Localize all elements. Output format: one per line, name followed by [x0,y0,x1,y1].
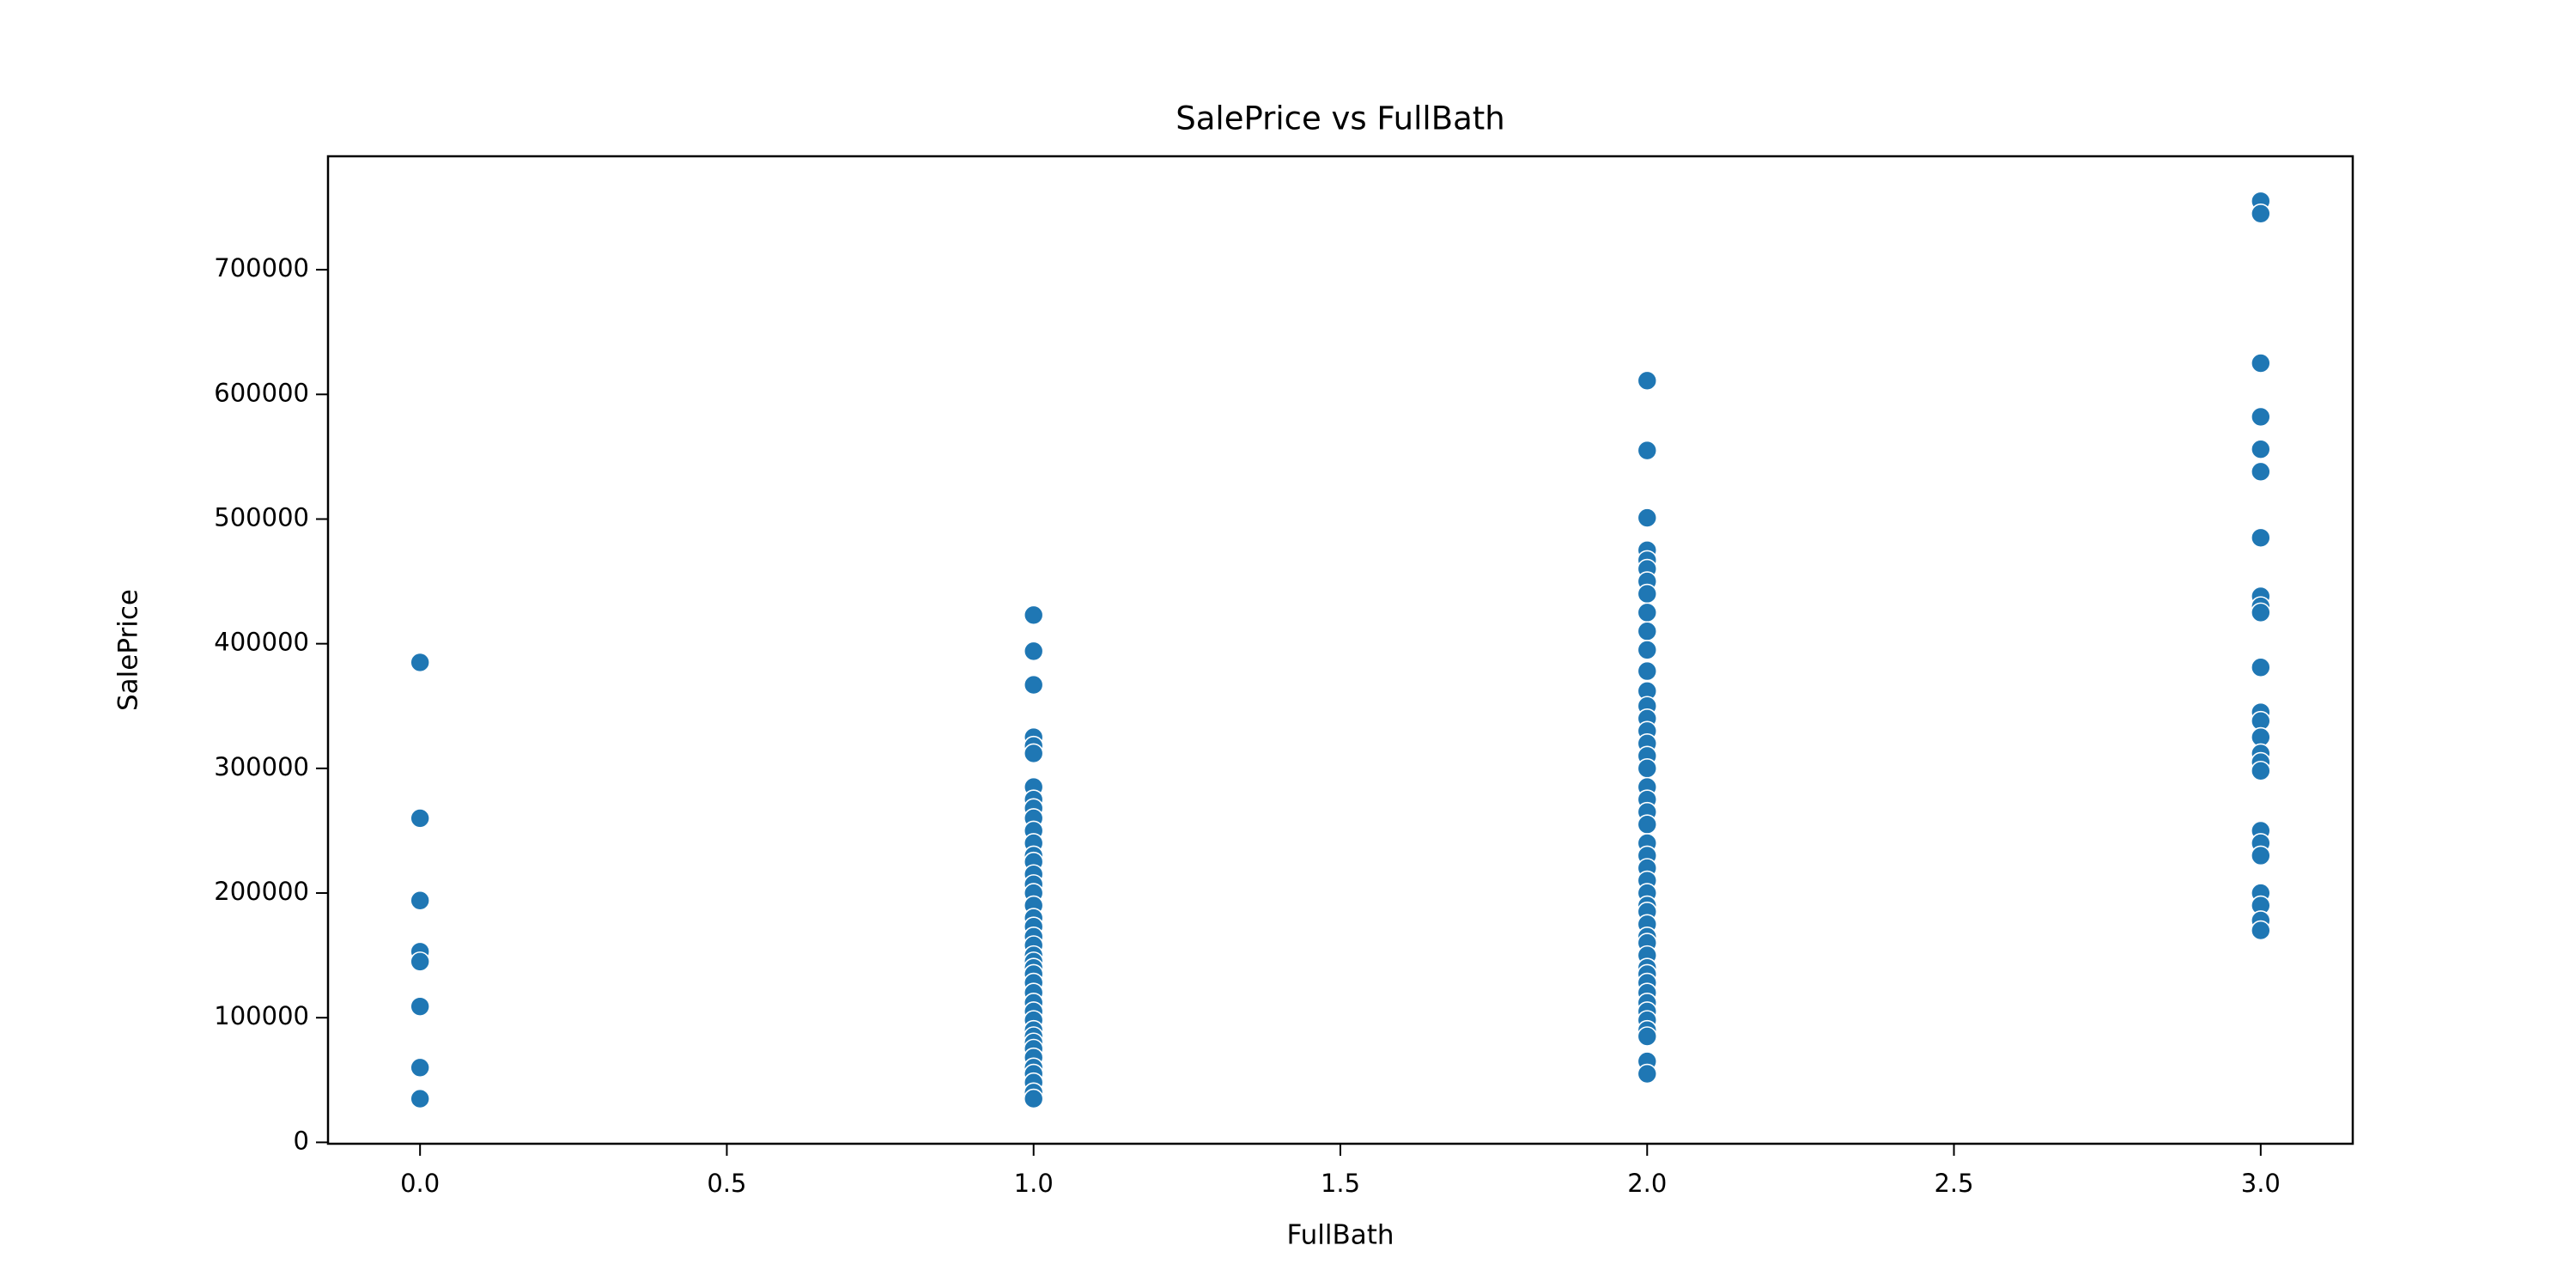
point [1637,370,1658,392]
point [1637,1026,1658,1047]
point [1637,640,1658,660]
x-tick-label: 3.0 [2241,1169,2281,1198]
point [2251,760,2271,781]
point [1023,743,1044,764]
point [2251,657,2271,678]
point [1637,583,1658,605]
point [2251,439,2271,459]
y-tick-label: 500000 [214,502,309,532]
point [1637,758,1658,779]
y-tick-label: 300000 [214,752,309,781]
x-tick-label: 0.0 [400,1169,440,1198]
point [2251,920,2271,941]
point [1023,1088,1044,1109]
x-tick-label: 2.0 [1627,1169,1667,1198]
point [1023,674,1044,696]
point [2251,203,2271,224]
point [1023,641,1044,662]
y-tick-label: 0 [294,1126,309,1155]
plot-area [410,191,2271,1109]
chart-title: SalePrice vs FullBath [1176,100,1504,137]
x-axis-label: FullBath [1286,1220,1394,1251]
point [1637,660,1658,682]
y-tick-label: 700000 [214,253,309,283]
point [2251,406,2271,428]
y-tick-label: 600000 [214,378,309,407]
point [1637,602,1658,623]
point [410,996,430,1017]
point [2251,353,2271,374]
point [2251,527,2271,549]
point [1637,507,1658,528]
y-tick-label: 400000 [214,628,309,657]
axes-frame [326,155,2354,1145]
x-tick-label: 1.0 [1014,1169,1054,1198]
point [1637,621,1658,641]
point [1023,605,1044,626]
x-tick-label: 0.5 [707,1169,746,1198]
point [1637,814,1658,835]
point [410,808,430,829]
y-axis-label: SalePrice [113,589,144,711]
y-tick-label: 100000 [214,1001,309,1030]
point [410,652,430,673]
point [410,1088,430,1109]
y-tick-label: 200000 [214,877,309,906]
x-tick-label: 1.5 [1321,1169,1360,1198]
point [410,951,430,972]
point [410,1057,430,1078]
point [1637,1063,1658,1084]
point [1637,440,1658,461]
point [2251,845,2271,866]
point [2251,461,2271,483]
point [2251,602,2271,623]
point [410,890,430,911]
x-tick-label: 2.5 [1934,1169,1973,1198]
